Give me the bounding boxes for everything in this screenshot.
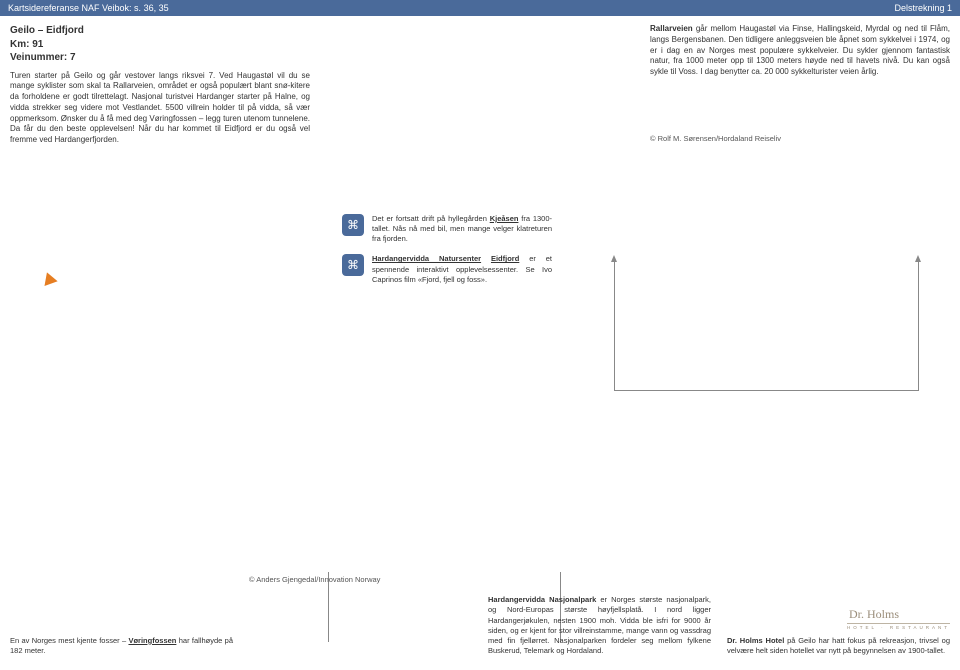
header-left-text: Kartsidereferanse NAF Veibok: s. 36, 35: [8, 2, 169, 14]
poi-kjeaasen: ⌘ Det er fortsatt drift på hyllegården K…: [342, 214, 630, 244]
nasjonalpark-label: Hardangervidda Nasjonalpark: [488, 595, 596, 604]
poi-icon: ⌘: [342, 214, 364, 236]
voringfossen-text: En av Norges mest kjente fosser – Vøring…: [10, 636, 233, 656]
holms-label: Dr. Holms Hotel: [727, 636, 784, 645]
route-column: Geilo – Eidfjord Km: 91 Veinummer: 7 Tur…: [10, 24, 310, 285]
arrow-up-icon: [915, 255, 921, 262]
arrow-up-icon: [611, 255, 617, 262]
holms-text: Dr. Holms Hotel på Geilo har hatt fokus …: [727, 636, 950, 656]
poi-kjeaasen-text: Det er fortsatt drift på hyllegården Kje…: [372, 214, 552, 244]
credit-gjengedal: © Anders Gjengedal/Innovation Norway: [249, 575, 472, 584]
credit-soerensen: © Rolf M. Sørensen/Hordaland Reiseliv: [650, 134, 950, 143]
poi-column: ⌘ Det er fortsatt drift på hyllegården K…: [330, 24, 630, 285]
holms-logo-sub: HOTEL · RESTAURANT: [847, 625, 950, 630]
poi-natursenter-label2: Eidfjord: [491, 254, 519, 263]
voringfossen-block: En av Norges mest kjente fosser – Vøring…: [10, 636, 233, 656]
header-right-text: Delstrekning 1: [894, 2, 952, 14]
header-bar: Kartsidereferanse NAF Veibok: s. 36, 35 …: [0, 0, 960, 16]
connector-line: [918, 260, 919, 390]
rallarveien-body: Rallarveien går mellom Haugastøl via Fin…: [650, 24, 950, 78]
poi-kjeaasen-label: Kjeåsen: [490, 214, 519, 223]
poi-natursenter-text: Hardangervidda Natursenter Eidfjord er e…: [372, 254, 552, 284]
credit-block: © Anders Gjengedal/Innovation Norway: [249, 575, 472, 656]
route-road: Veinummer: 7: [10, 51, 310, 65]
top-section: Geilo – Eidfjord Km: 91 Veinummer: 7 Tur…: [0, 16, 960, 295]
route-title-block: Geilo – Eidfjord Km: 91 Veinummer: 7: [10, 24, 310, 65]
nasjonalpark-block: Hardangervidda Nasjonalpark er Norges st…: [488, 595, 711, 656]
poi-natursenter: ⌘ Hardangervidda Natursenter Eidfjord er…: [342, 254, 630, 284]
poi-natursenter-label1: Hardangervidda Natursenter: [372, 254, 481, 263]
rallarveien-label: Rallarveien: [650, 24, 693, 33]
route-body: Turen starter på Geilo og går vestover l…: [10, 71, 310, 147]
connector-line: [614, 260, 615, 390]
connector-line: [614, 390, 919, 391]
voringfossen-label: Vøringfossen: [128, 636, 176, 645]
route-from-to: Geilo – Eidfjord: [10, 24, 310, 38]
nasjonalpark-text: Hardangervidda Nasjonalpark er Norges st…: [488, 595, 711, 656]
poi-icon: ⌘: [342, 254, 364, 276]
rallarveien-column: Rallarveien går mellom Haugastøl via Fin…: [650, 24, 950, 285]
holms-logo: Dr. Holms HOTEL · RESTAURANT: [727, 607, 950, 630]
bottom-section: En av Norges mest kjente fosser – Vøring…: [0, 565, 960, 670]
holms-block: Dr. Holms HOTEL · RESTAURANT Dr. Holms H…: [727, 607, 950, 656]
holms-logo-script: Dr. Holms: [847, 607, 950, 624]
route-km: Km: 91: [10, 38, 310, 52]
